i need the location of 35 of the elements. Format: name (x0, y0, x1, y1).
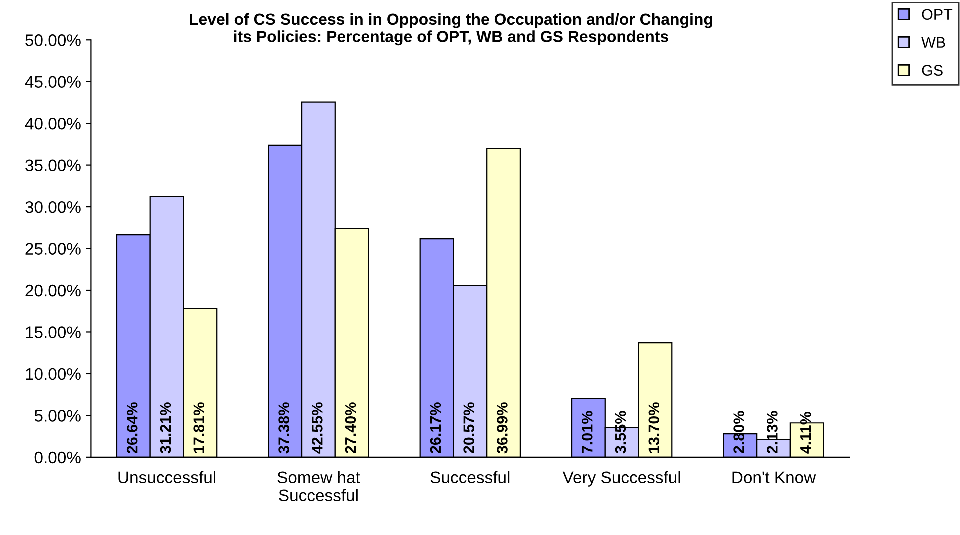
data-label: 3.55% (615, 411, 626, 454)
legend-label: GS (922, 65, 943, 76)
legend-label: OPT (922, 9, 953, 20)
y-tick-label: 45.00% (25, 76, 81, 88)
data-label: 20.57% (464, 402, 474, 454)
y-tick-label: 25.00% (26, 243, 81, 255)
y-tick-label: 15.00% (26, 326, 81, 338)
x-tick-label: Somew hat Successful (278, 471, 360, 502)
x-tick-label: Successful (430, 471, 510, 484)
data-label: 2.13% (767, 411, 778, 454)
data-label: 2.80% (734, 411, 744, 454)
y-tick-label: 30.00% (26, 201, 81, 214)
data-label: 31.21% (160, 402, 172, 454)
data-label: 4.11% (800, 412, 812, 454)
data-label: 27.40% (345, 402, 356, 454)
data-label: 26.17% (430, 402, 442, 454)
y-tick-label: 0.00% (34, 452, 81, 464)
y-tick-label: 5.00% (34, 410, 81, 422)
data-label: 17.81% (194, 402, 205, 454)
y-tick-label: 10.00% (26, 368, 81, 380)
y-tick-label: 40.00% (25, 118, 81, 130)
x-tick-label: Unsuccessful (118, 471, 216, 484)
y-tick-label: 50.00% (26, 34, 81, 46)
y-tick-label: 35.00% (26, 160, 81, 172)
x-tick-label: Very Successful (562, 471, 680, 487)
data-label: 13.70% (648, 402, 660, 454)
x-tick-label: Don't Know (732, 472, 816, 484)
data-label: 36.99% (497, 402, 508, 454)
data-label: 7.01% (582, 411, 593, 454)
legend-label: WB (922, 37, 946, 48)
data-label: 37.38% (278, 402, 290, 454)
chart-title: Level of CS Success in in Opposing the Occupation and/or Changing its Policies: Percentage of OPT, WB and GS Respondents (190, 13, 712, 46)
y-tick-label: 20.00% (26, 284, 81, 297)
data-label: 26.64% (126, 402, 138, 454)
data-label: 42.55% (312, 402, 323, 454)
